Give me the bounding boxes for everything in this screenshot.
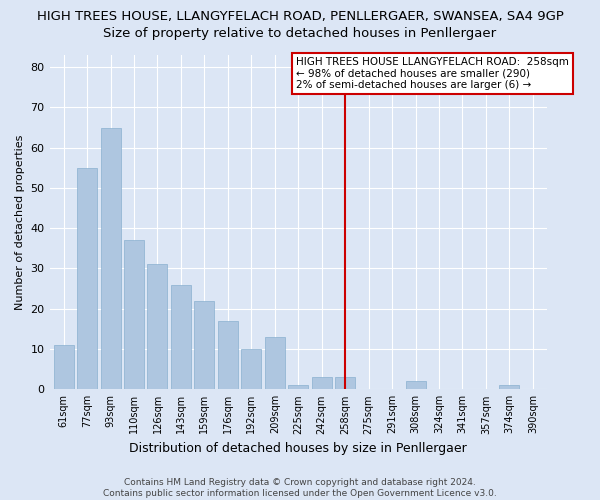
Bar bbox=[194, 300, 214, 390]
Bar bbox=[288, 386, 308, 390]
Bar bbox=[406, 381, 425, 390]
Bar bbox=[241, 349, 261, 390]
Bar bbox=[265, 337, 285, 390]
Bar bbox=[53, 345, 74, 390]
X-axis label: Distribution of detached houses by size in Penllergaer: Distribution of detached houses by size … bbox=[130, 442, 467, 455]
Bar bbox=[218, 321, 238, 390]
Bar bbox=[148, 264, 167, 390]
Bar bbox=[101, 128, 121, 390]
Y-axis label: Number of detached properties: Number of detached properties bbox=[15, 134, 25, 310]
Text: HIGH TREES HOUSE LLANGYFELACH ROAD:  258sqm
← 98% of detached houses are smaller: HIGH TREES HOUSE LLANGYFELACH ROAD: 258s… bbox=[296, 56, 569, 90]
Bar bbox=[312, 377, 332, 390]
Bar bbox=[335, 377, 355, 390]
Bar bbox=[77, 168, 97, 390]
Text: HIGH TREES HOUSE, LLANGYFELACH ROAD, PENLLERGAER, SWANSEA, SA4 9GP: HIGH TREES HOUSE, LLANGYFELACH ROAD, PEN… bbox=[37, 10, 563, 23]
Bar bbox=[124, 240, 144, 390]
Bar bbox=[171, 284, 191, 390]
Bar bbox=[499, 386, 520, 390]
Text: Contains HM Land Registry data © Crown copyright and database right 2024.
Contai: Contains HM Land Registry data © Crown c… bbox=[103, 478, 497, 498]
Text: Size of property relative to detached houses in Penllergaer: Size of property relative to detached ho… bbox=[103, 28, 497, 40]
